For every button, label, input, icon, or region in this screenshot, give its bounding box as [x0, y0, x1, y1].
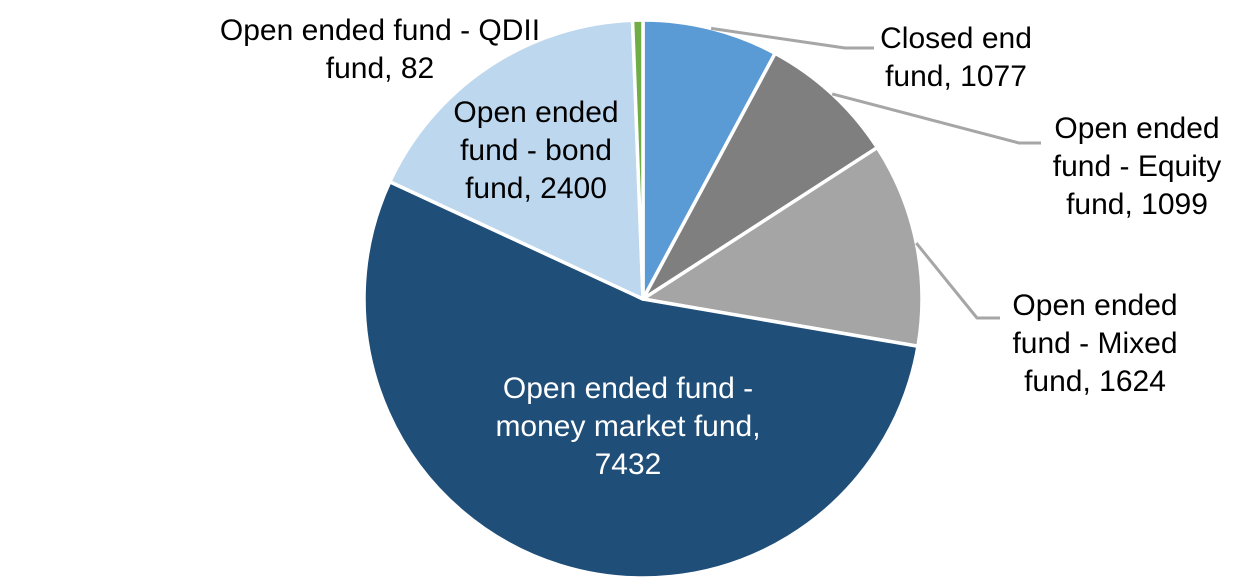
- pie-slice-open-ended-fund-mixed-fund[interactable]: [641, 145, 924, 349]
- label-line: 7432: [594, 448, 662, 481]
- label-line: Open ended: [1054, 112, 1220, 145]
- data-label-qdii-fund: Open ended fund - QDII fund, 82: [200, 12, 560, 88]
- data-label-equity-fund: Open ended fund - Equity fund, 1099: [1037, 110, 1237, 224]
- label-line: Open ended: [453, 96, 619, 129]
- label-line: Open ended fund - QDII: [219, 14, 541, 47]
- label-line: Closed end: [880, 22, 1032, 55]
- data-label-mixed-fund: Open ended fund - Mixed fund, 1624: [995, 287, 1195, 401]
- label-line: fund, 1624: [1024, 365, 1166, 398]
- label-line: fund, 1099: [1066, 188, 1208, 221]
- leader-lines-group: [710, 26, 1041, 320]
- pie-slice-open-ended-fund-bond-fund[interactable]: [388, 18, 645, 301]
- leader-line-open-ended-fund-mixed-fund: [915, 242, 1000, 320]
- pie-slice-open-ended-fund-qdii-fund[interactable]: [630, 18, 645, 301]
- pie-slices-group: [362, 18, 924, 580]
- leader-line-closed-end-fund: [710, 26, 874, 50]
- data-label-bond-fund: Open ended fund - bond fund, 2400: [436, 94, 636, 208]
- label-line: fund, 1077: [885, 60, 1027, 93]
- label-line: fund - Mixed: [1012, 327, 1178, 360]
- label-line: fund, 2400: [465, 172, 607, 205]
- label-line: Open ended fund -: [502, 372, 754, 405]
- leader-line-open-ended-fund-equity-fund: [831, 92, 1041, 145]
- data-label-closed-end-fund: Closed end fund, 1077: [866, 20, 1046, 96]
- pie-slice-open-ended-fund-money-market-fund[interactable]: [362, 180, 920, 580]
- label-line: Open ended: [1012, 289, 1178, 322]
- pie-slice-open-ended-fund-equity-fund[interactable]: [641, 51, 880, 301]
- label-line: money market fund,: [495, 410, 761, 443]
- label-line: fund, 82: [325, 52, 435, 85]
- label-line: fund - bond: [460, 134, 612, 167]
- label-line: fund - Equity: [1052, 150, 1222, 183]
- data-label-money-market-fund: Open ended fund - money market fund, 7432: [483, 370, 773, 484]
